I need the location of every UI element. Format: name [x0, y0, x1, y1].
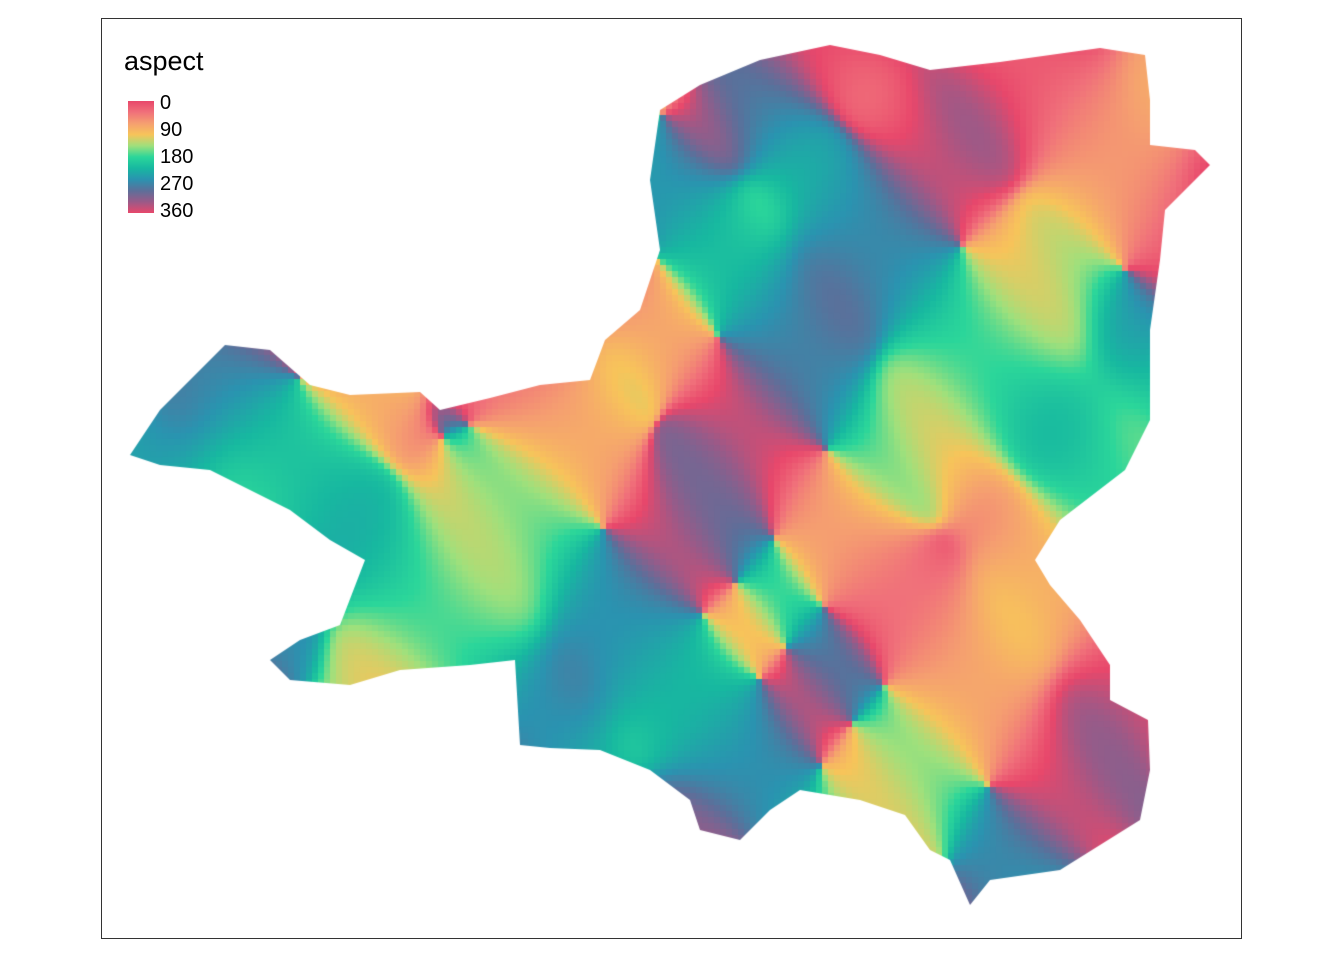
legend-tick-360: 360: [160, 200, 194, 222]
legend-title: aspect: [124, 46, 204, 76]
map-panel: [101, 18, 1242, 939]
legend-tick-270: 270: [160, 173, 194, 195]
legend-tick-180: 180: [160, 146, 194, 168]
aspect-raster: [102, 19, 1241, 938]
legend-tick-90: 90: [160, 119, 183, 141]
legend-color-bar: [128, 101, 154, 213]
legend-tick-0: 0: [160, 92, 172, 114]
